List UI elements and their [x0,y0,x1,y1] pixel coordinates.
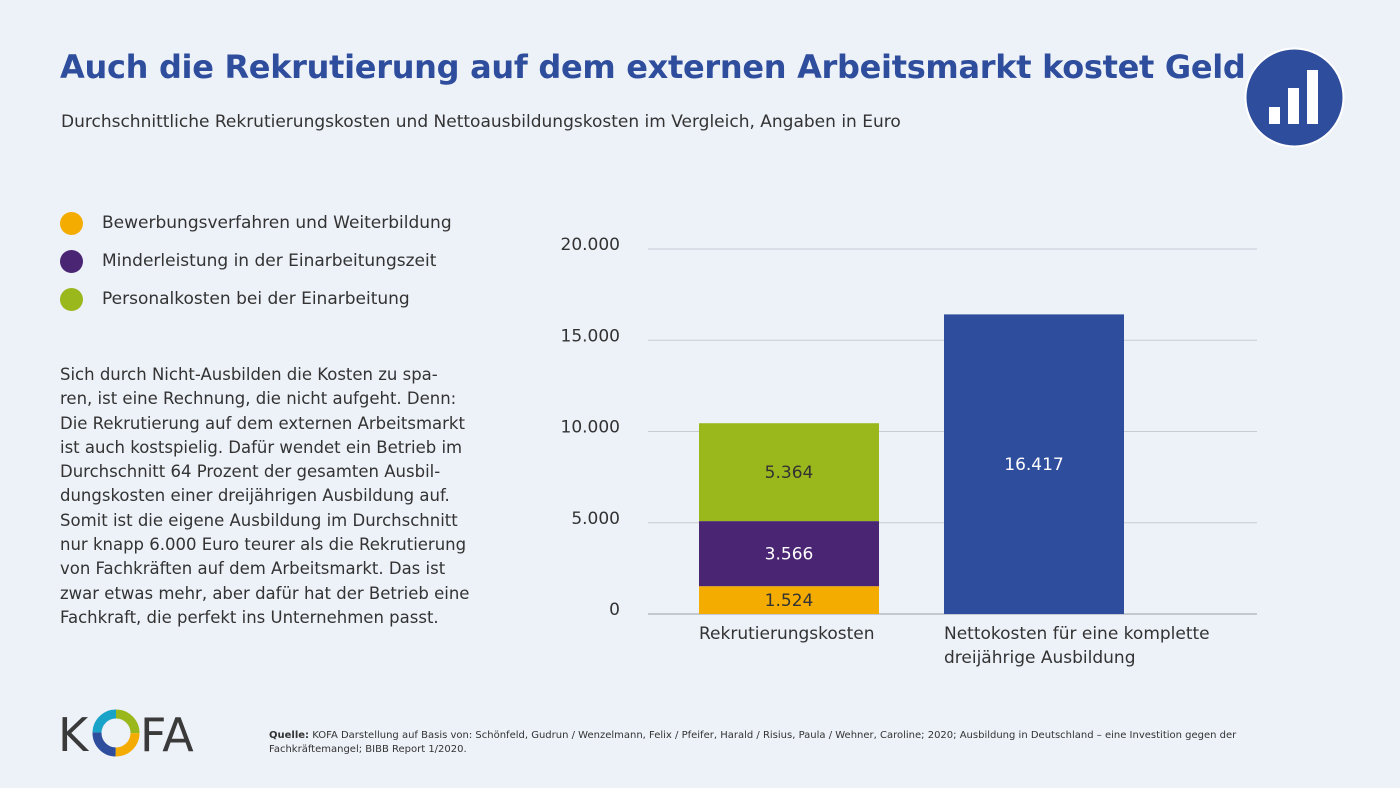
bar-chart-icon [1244,47,1345,148]
bar-segment [944,314,1124,614]
x-category-label: Rekrutierungskosten [699,624,875,644]
bar-segment [699,423,879,522]
bar-value-label: 1.524 [765,591,814,611]
body-line: Sich durch Nicht-Ausbilden die Kosten zu… [60,365,438,384]
body-line: ist auch kostspielig. Dafür wendet ein B… [60,437,463,457]
x-category-label: dreijährige Ausbildung [944,648,1136,668]
y-tick-label: 5.000 [571,509,620,529]
body-line: nur knapp 6.000 Euro teurer als die Rekr… [60,535,467,555]
bar-value-label: 16.417 [1004,455,1063,475]
legend-label: Minderleistung in der Einarbeitungszeit [102,251,437,271]
source-note: Quelle: KOFA Darstellung auf Basis von: … [269,729,1239,757]
bar-segment [699,586,879,614]
legend-item-personalkosten: Personalkosten bei der Einarbeitung [60,280,452,318]
body-line: dungskosten einer dreijährigen Ausbildun… [60,486,450,506]
body-line: zwar etwas mehr, aber dafür hat der Betr… [60,583,470,603]
logo-ring-icon [92,709,140,757]
y-tick-label: 0 [609,600,620,620]
body-line: ren, ist eine Rechnung, die nicht aufgeh… [60,389,457,409]
bar-segment [699,521,879,587]
body-line: von Fachkräften auf dem Arbeitsmarkt. Da… [60,559,446,579]
bar-value-label: 3.566 [765,545,814,565]
body-paragraph: Sich durch Nicht-Ausbilden die Kosten zu… [60,363,480,630]
logo-letter-k: K [58,708,90,759]
kofa-logo: K FA [58,708,194,759]
body-line: Fachkraft, die perfekt ins Unternehmen p… [60,607,439,627]
body-line: Die Rekrutierung auf dem externen Arbeit… [60,413,465,433]
legend-swatch [60,211,83,235]
legend-item-minderleistung: Minderleistung in der Einarbeitungszeit [60,242,452,280]
y-tick-label: 10.000 [561,418,620,438]
body-line: Somit ist die eigene Ausbildung im Durch… [60,510,458,530]
legend-label: Personalkosten bei der Einarbeitung [102,289,410,309]
source-text: KOFA Darstellung auf Basis von: Schönfel… [269,730,1237,755]
y-tick-label: 20.000 [561,235,620,255]
page-title: Auch die Rekrutierung auf dem externen A… [60,48,1246,86]
body-line: Durchschnitt 64 Prozent der gesamten Aus… [60,462,441,482]
x-category-label: Nettokosten für eine komplette [944,624,1210,644]
legend-label: Bewerbungsverfahren und Weiterbildung [102,213,452,233]
logo-letters-fa: FA [140,708,194,759]
legend-item-bewerbung: Bewerbungsverfahren und Weiterbildung [60,204,452,242]
chart-legend: Bewerbungsverfahren und Weiterbildung Mi… [60,204,452,318]
y-tick-label: 15.000 [561,326,620,346]
source-label: Quelle: [269,730,310,741]
page-subtitle: Durchschnittliche Rekrutierungskosten un… [61,112,901,132]
bar-value-label: 5.364 [765,463,814,483]
legend-swatch [60,249,83,273]
legend-swatch [60,287,83,311]
